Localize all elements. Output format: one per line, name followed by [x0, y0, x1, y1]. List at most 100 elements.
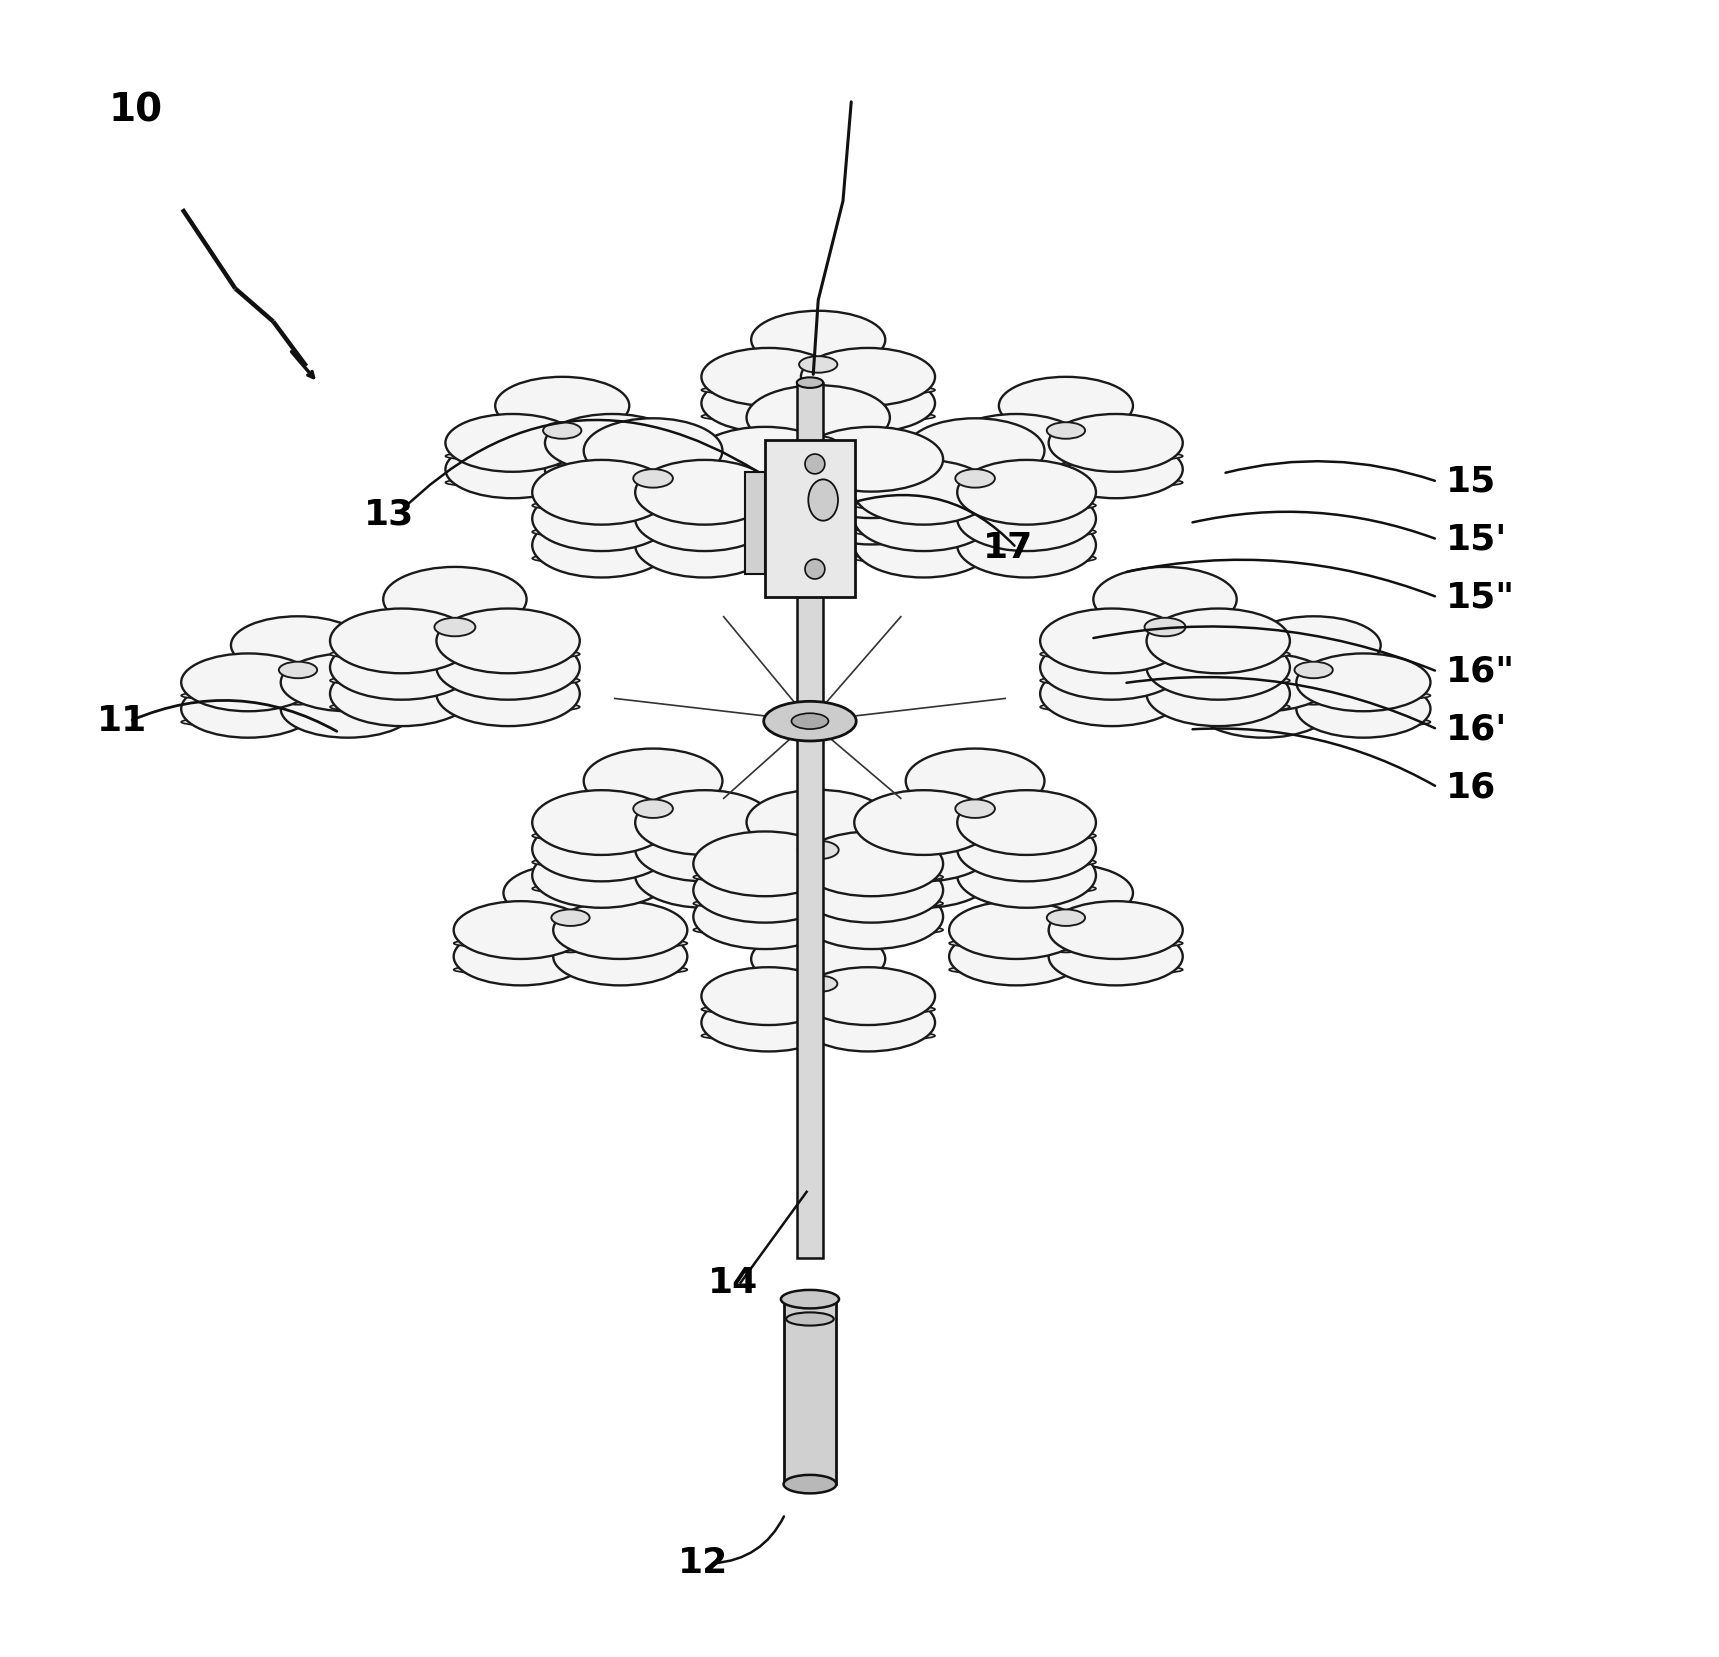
- Ellipse shape: [1040, 635, 1183, 699]
- Ellipse shape: [633, 522, 672, 540]
- Ellipse shape: [1296, 691, 1430, 701]
- Ellipse shape: [1145, 645, 1186, 663]
- Ellipse shape: [799, 872, 944, 883]
- Text: 16": 16": [1446, 655, 1514, 689]
- Ellipse shape: [1047, 936, 1085, 953]
- Ellipse shape: [1246, 653, 1380, 663]
- Ellipse shape: [533, 843, 670, 908]
- Ellipse shape: [633, 799, 672, 819]
- Ellipse shape: [799, 454, 944, 519]
- Text: 16': 16': [1446, 713, 1508, 746]
- Ellipse shape: [383, 567, 526, 631]
- Ellipse shape: [693, 520, 837, 530]
- Ellipse shape: [1047, 910, 1085, 926]
- Ellipse shape: [957, 500, 1097, 510]
- Ellipse shape: [533, 553, 670, 563]
- Ellipse shape: [799, 925, 944, 936]
- Ellipse shape: [949, 414, 1083, 472]
- Ellipse shape: [533, 790, 670, 855]
- Ellipse shape: [693, 885, 837, 949]
- Ellipse shape: [545, 414, 679, 472]
- Ellipse shape: [949, 451, 1083, 461]
- Ellipse shape: [799, 885, 944, 949]
- Ellipse shape: [1049, 901, 1183, 959]
- Ellipse shape: [584, 459, 722, 469]
- Ellipse shape: [437, 608, 579, 673]
- Ellipse shape: [633, 852, 672, 872]
- Ellipse shape: [1047, 449, 1085, 466]
- Ellipse shape: [1147, 701, 1289, 713]
- Ellipse shape: [533, 817, 670, 882]
- Ellipse shape: [854, 843, 994, 908]
- Ellipse shape: [1196, 717, 1331, 727]
- Ellipse shape: [584, 815, 722, 827]
- Ellipse shape: [906, 749, 1045, 814]
- Ellipse shape: [533, 486, 670, 552]
- Ellipse shape: [636, 843, 774, 908]
- Ellipse shape: [746, 817, 890, 882]
- Ellipse shape: [1147, 608, 1289, 673]
- Ellipse shape: [230, 643, 364, 701]
- Ellipse shape: [1196, 653, 1331, 711]
- Ellipse shape: [949, 477, 1083, 487]
- Ellipse shape: [543, 423, 581, 439]
- Text: 16: 16: [1446, 771, 1496, 804]
- Ellipse shape: [533, 883, 670, 895]
- Ellipse shape: [552, 910, 590, 926]
- Ellipse shape: [999, 928, 1133, 938]
- Ellipse shape: [999, 890, 1133, 948]
- Ellipse shape: [701, 374, 835, 432]
- Ellipse shape: [504, 890, 638, 948]
- Ellipse shape: [746, 790, 890, 855]
- Ellipse shape: [791, 713, 829, 729]
- Ellipse shape: [1040, 674, 1183, 686]
- Ellipse shape: [854, 461, 994, 525]
- Ellipse shape: [701, 384, 835, 394]
- Ellipse shape: [636, 857, 774, 868]
- Ellipse shape: [533, 527, 670, 537]
- Ellipse shape: [545, 451, 679, 461]
- Ellipse shape: [636, 790, 774, 855]
- Ellipse shape: [1049, 928, 1183, 986]
- Ellipse shape: [854, 553, 994, 563]
- Ellipse shape: [636, 527, 774, 537]
- Ellipse shape: [278, 661, 318, 678]
- Ellipse shape: [957, 830, 1097, 842]
- Ellipse shape: [798, 867, 839, 885]
- Ellipse shape: [751, 956, 885, 1014]
- Ellipse shape: [854, 857, 994, 868]
- Ellipse shape: [999, 414, 1133, 424]
- Ellipse shape: [854, 883, 994, 895]
- Ellipse shape: [1145, 671, 1186, 689]
- Ellipse shape: [801, 1031, 935, 1041]
- Ellipse shape: [799, 356, 837, 373]
- Ellipse shape: [504, 901, 638, 911]
- Ellipse shape: [383, 633, 526, 645]
- Ellipse shape: [230, 653, 364, 663]
- Ellipse shape: [1296, 717, 1430, 727]
- Ellipse shape: [799, 1002, 837, 1019]
- Bar: [784, 1299, 837, 1485]
- Ellipse shape: [330, 661, 473, 726]
- Ellipse shape: [495, 441, 629, 451]
- Ellipse shape: [504, 863, 638, 921]
- Ellipse shape: [383, 606, 526, 618]
- Ellipse shape: [799, 428, 944, 492]
- Ellipse shape: [751, 374, 885, 384]
- Ellipse shape: [495, 414, 629, 424]
- Text: 14: 14: [708, 1266, 758, 1299]
- Bar: [744, 472, 765, 573]
- Ellipse shape: [584, 510, 722, 522]
- Ellipse shape: [949, 901, 1083, 959]
- Ellipse shape: [180, 653, 315, 711]
- Ellipse shape: [230, 616, 364, 674]
- Text: 13: 13: [364, 497, 414, 532]
- Ellipse shape: [801, 1004, 935, 1014]
- Ellipse shape: [746, 830, 890, 842]
- Ellipse shape: [437, 674, 579, 686]
- Ellipse shape: [746, 411, 890, 477]
- Ellipse shape: [906, 815, 1045, 827]
- Ellipse shape: [636, 553, 774, 563]
- Ellipse shape: [801, 994, 935, 1052]
- Ellipse shape: [949, 964, 1083, 974]
